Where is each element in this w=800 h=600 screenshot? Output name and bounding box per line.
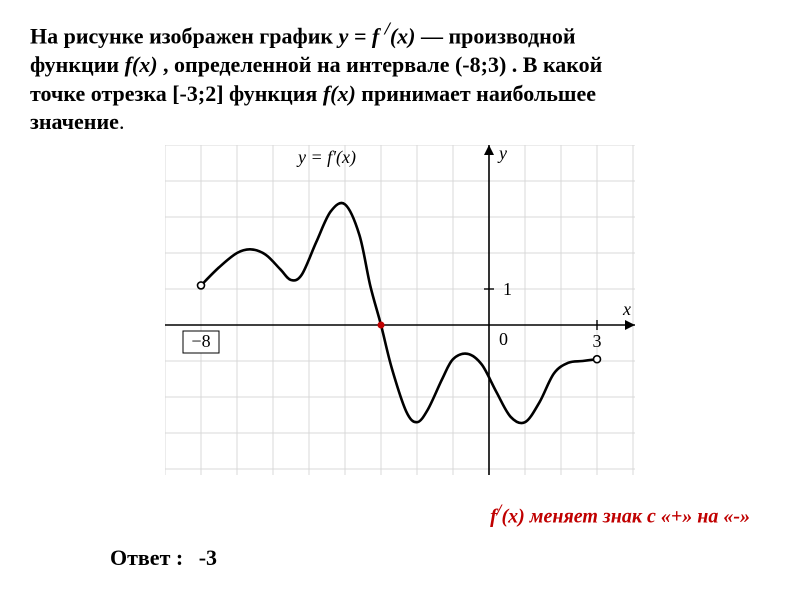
- sign-change-remark: f/(x) меняет знак с «+» на «-»: [490, 500, 750, 529]
- problem-line2: функции f(x) , определенной на интервале…: [30, 52, 602, 77]
- problem-line3: точке отрезка [-3;2] функция f(x) приним…: [30, 81, 596, 106]
- chart-svg: −8 1 0 3x y y = f'(x): [165, 145, 635, 475]
- svg-text:y: y: [497, 145, 507, 163]
- svg-text:0: 0: [499, 329, 508, 349]
- problem-line4: значение: [30, 109, 119, 134]
- answer-label: Ответ :: [110, 545, 183, 570]
- svg-text:1: 1: [503, 279, 512, 299]
- problem-text: На рисунке изображен график y = f /(x) —…: [0, 0, 800, 145]
- svg-text:3: 3: [593, 331, 602, 351]
- answer-row: Ответ : -3: [110, 545, 217, 571]
- svg-text:y = f'(x): y = f'(x): [296, 147, 356, 168]
- derivative-chart: −8 1 0 3x y y = f'(x): [165, 145, 635, 475]
- svg-text:x: x: [622, 299, 631, 319]
- problem-line1: На рисунке изображен график y = f /(x) —…: [30, 23, 576, 48]
- answer-value: -3: [199, 545, 217, 570]
- svg-text:−8: −8: [191, 331, 210, 351]
